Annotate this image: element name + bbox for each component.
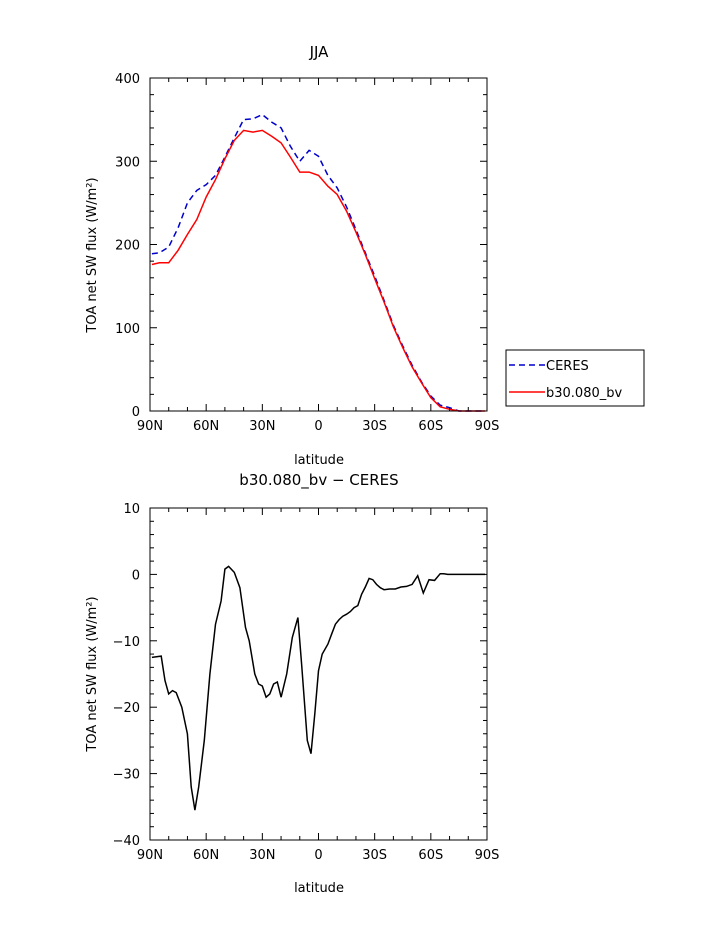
bottom-x-axis-label: latitude — [294, 881, 344, 896]
top-x-tick-label: 60N — [193, 419, 219, 434]
bottom-series-line-0 — [151, 565, 486, 811]
legend-ceres-label: CERES — [546, 359, 589, 374]
top-x-tick-label: 0 — [314, 419, 322, 434]
bottom-y-tick-label: −20 — [113, 701, 140, 716]
top-title: JJA — [309, 43, 330, 61]
bottom-x-tick-label: 60S — [418, 848, 443, 863]
bottom-x-tick-label: 30S — [362, 848, 387, 863]
top-x-tick-label: 90N — [137, 419, 163, 434]
top-series-line-b30-080-bv — [151, 129, 486, 412]
top-x-tick-label: 30N — [249, 419, 275, 434]
bottom-x-tick-label: 30N — [249, 848, 275, 863]
bottom-y-tick-label: −10 — [113, 635, 140, 650]
top-series-group — [151, 113, 486, 412]
top-series-line-ceres — [151, 113, 486, 412]
bottom-axes: 90N 60N 30N 0 30S 60S 90S −40 −30 −20 −10 0 10 — [113, 502, 500, 863]
top-x-tick-label: 60S — [418, 419, 443, 434]
bottom-x-tick-label: 90N — [137, 848, 163, 863]
top-axes: 90N 60N 30N 0 30S 60S 90S 0 100 200 300 400 — [115, 72, 499, 434]
bottom-y-tick-label: 0 — [132, 568, 140, 583]
bottom-y-tick-label: −40 — [113, 834, 140, 849]
top-y-tick-label: 400 — [115, 72, 140, 87]
top-y-tick-label: 200 — [115, 239, 140, 254]
bottom-panel: b30.080_bv − CERES 90N 60N 30N 0 30S 60S 90S −4… — [85, 471, 499, 896]
bottom-y-tick-label: 10 — [123, 502, 140, 517]
bottom-series-group — [151, 565, 486, 811]
top-y-axis-label: TOA net SW flux (W/m²) — [85, 177, 100, 333]
top-x-axis-label: latitude — [294, 453, 344, 468]
bottom-y-tick-label: −30 — [113, 768, 140, 783]
bottom-x-tick-label: 60N — [193, 848, 219, 863]
top-x-tick-label: 30S — [362, 419, 387, 434]
top-plot-frame — [149, 77, 488, 412]
legend-box — [505, 349, 645, 407]
bottom-x-tick-label: 90S — [475, 848, 500, 863]
top-x-tick-label: 90S — [475, 419, 500, 434]
bottom-x-tick-label: 0 — [314, 848, 322, 863]
bottom-title: b30.080_bv − CERES — [239, 471, 398, 490]
top-y-tick-label: 100 — [115, 322, 140, 337]
top-y-tick-label: 0 — [132, 405, 140, 420]
legend-model-label: b30.080_bv — [546, 386, 622, 401]
top-panel: JJA 90N 60N 30N 0 30S 60S 90S 0 100 200 300 400 lat… — [85, 43, 645, 468]
legend: CERES b30.080_bv — [505, 349, 645, 407]
bottom-y-axis-label: TOA net SW flux (W/m²) — [85, 596, 100, 752]
top-y-tick-label: 300 — [115, 155, 140, 170]
